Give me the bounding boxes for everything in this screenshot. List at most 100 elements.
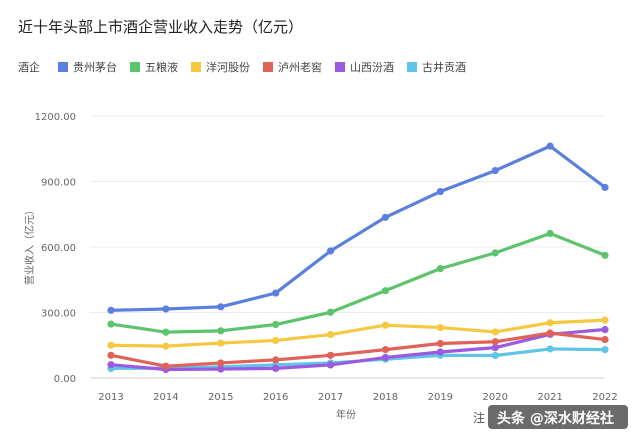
x-tick-label: 2015: [208, 392, 233, 403]
data-point: [381, 287, 390, 295]
series-line-3: [109, 331, 607, 368]
series-2: [107, 316, 609, 350]
data-point: [107, 341, 115, 349]
data-point: [326, 247, 335, 255]
data-point: [381, 353, 390, 362]
data-point: [491, 338, 499, 346]
legend-swatch-1: [130, 62, 140, 72]
footer-note: 注: [473, 410, 485, 425]
legend-swatch-4: [335, 62, 345, 72]
data-point: [436, 265, 444, 273]
x-tick-label: 2013: [98, 392, 123, 403]
data-point: [601, 316, 609, 324]
data-point: [601, 251, 609, 259]
data-point: [601, 325, 609, 334]
y-tick-label: 1200.00: [35, 112, 76, 123]
data-point: [107, 361, 115, 369]
data-point: [546, 229, 554, 238]
data-point: [381, 213, 390, 221]
data-point: [162, 342, 170, 350]
x-tick-label: 2022: [592, 392, 617, 403]
data-point: [601, 183, 609, 191]
footer: 注 头条 @深水财经社: [473, 405, 628, 429]
data-point: [546, 345, 554, 353]
x-axis: 2013 2014 2015 2016 2017 2018 2019 2020 2021 2022: [98, 392, 617, 403]
x-tick-label: 2017: [318, 392, 343, 403]
y-tick-label: 900.00: [41, 178, 76, 189]
data-point: [546, 319, 554, 327]
data-point: [601, 346, 609, 354]
data-point: [381, 346, 390, 354]
data-point: [217, 303, 225, 311]
series-0: [107, 142, 609, 314]
legend-label-2: 洋河股份: [206, 60, 250, 74]
data-point: [107, 306, 115, 314]
y-tick-label: 300.00: [41, 309, 76, 320]
legend: 酒企 贵州茅台 五粮液 洋河股份 泸州老窖 山西汾酒 古井贡酒: [18, 60, 466, 74]
series-line-4: [109, 327, 607, 372]
x-tick-label: 2016: [263, 392, 288, 403]
data-point: [436, 323, 444, 332]
data-point: [491, 351, 499, 360]
data-point: [381, 321, 390, 329]
series-line-0: [109, 144, 607, 312]
x-tick-label: 2018: [373, 392, 398, 403]
y-tick-label: 600.00: [41, 243, 76, 254]
y-axis: 0.00 300.00 600.00 900.00 1200.00: [35, 112, 76, 385]
data-point: [272, 356, 280, 364]
data-point: [546, 142, 554, 150]
legend-label-1: 五粮液: [145, 60, 178, 74]
data-point: [107, 351, 115, 359]
data-point: [326, 308, 335, 316]
data-point: [491, 249, 499, 257]
data-point: [326, 351, 335, 359]
data-point: [272, 289, 280, 297]
data-point: [217, 359, 225, 367]
legend-swatch-0: [58, 62, 68, 72]
data-point: [326, 361, 335, 369]
watermark-brand: 头条 @深水财经社: [497, 410, 614, 427]
series-line-1: [109, 231, 607, 334]
data-point: [546, 329, 554, 337]
data-point: [217, 327, 225, 335]
data-point: [162, 328, 170, 336]
series-3: [107, 329, 609, 370]
data-point: [601, 335, 609, 344]
data-point: [491, 166, 499, 175]
data-point: [162, 362, 170, 370]
legend-title: 酒企: [18, 60, 40, 74]
x-axis-title: 年份: [336, 408, 356, 421]
data-point: [162, 305, 170, 313]
data-point: [272, 336, 280, 345]
legend-swatch-5: [407, 62, 417, 72]
series-1: [107, 229, 609, 336]
legend-swatch-3: [263, 62, 273, 72]
data-point: [491, 328, 499, 336]
data-point: [326, 330, 335, 339]
legend-label-4: 山西汾酒: [350, 61, 394, 74]
y-tick-label: 0.00: [54, 374, 76, 385]
legend-swatch-2: [191, 62, 201, 72]
series-line-2: [109, 318, 607, 348]
watermark-badge: [488, 405, 628, 429]
legend-label-5: 古井贡酒: [422, 60, 466, 74]
x-tick-label: 2020: [482, 392, 507, 403]
x-tick-label: 2019: [428, 392, 453, 403]
data-point: [436, 187, 444, 196]
legend-label-0: 贵州茅台: [73, 60, 117, 74]
data-point: [217, 365, 225, 373]
data-point: [217, 339, 225, 347]
x-tick-label: 2021: [537, 392, 562, 403]
data-point: [491, 344, 499, 352]
x-tick-label: 2014: [153, 392, 178, 403]
data-point: [107, 320, 115, 328]
series-lines: [107, 142, 609, 374]
grid-lines: [90, 115, 604, 379]
data-point: [272, 320, 280, 329]
chart-title: 近十年头部上市酒企营业收入走势（亿元）: [18, 18, 303, 36]
data-point: [436, 348, 444, 356]
data-point: [436, 339, 444, 348]
y-axis-title: 营业收入（亿元）: [23, 205, 36, 285]
data-point: [272, 364, 280, 372]
